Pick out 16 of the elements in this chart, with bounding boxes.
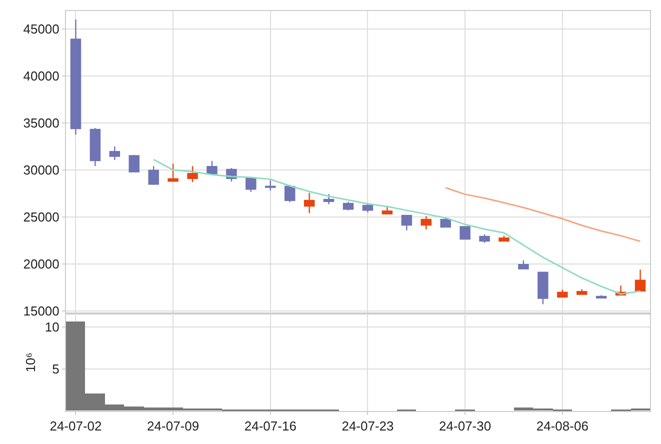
y-tick-label: 30000 [23,162,60,178]
y-tick-label: 35000 [23,115,60,130]
y-tick-label: 40000 [23,68,60,84]
y-tick-label: 15000 [23,303,60,318]
x-tick-label: 24-07-23 [342,418,394,434]
x-tick-label: 24-07-09 [147,418,200,434]
x-tick-label: 24-07-02 [50,418,102,434]
y-tick-label: 45000 [23,21,60,36]
y-tick-label: 10 [44,320,60,335]
x-tick-label: 24-07-16 [244,418,296,434]
y-tick-label: 20000 [23,256,60,272]
y-tick-label: 25000 [23,209,60,224]
y-tick-label: 5 [52,362,60,377]
x-tick-label: 24-07-30 [439,418,492,434]
y-axis-title: 10⁶ [22,352,38,372]
x-tick-label: 24-08-06 [536,418,588,434]
